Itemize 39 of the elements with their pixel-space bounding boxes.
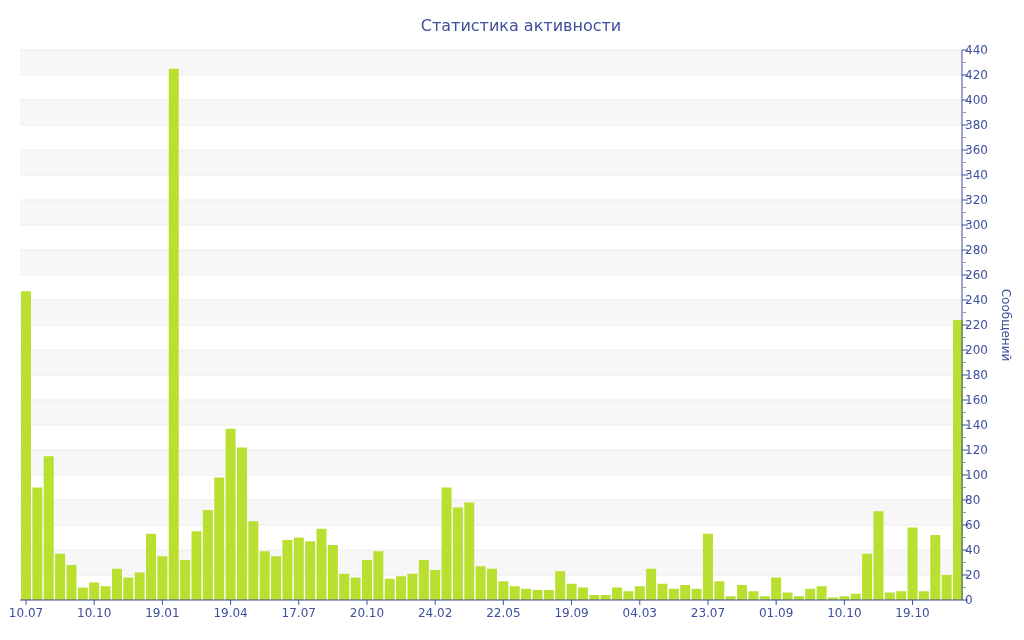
- x-tick-label: 23.07: [690, 606, 726, 620]
- y-tick-label: 380: [965, 118, 988, 132]
- y-tick-label: 40: [965, 543, 981, 557]
- y-tick-label: 260: [965, 268, 988, 282]
- x-tick-label: 10.07: [8, 606, 44, 620]
- x-tick-label: 17.07: [281, 606, 316, 620]
- y-tick-label: 100: [965, 468, 988, 482]
- x-tick-label: 10.10: [827, 606, 862, 620]
- y-tick-label: 220: [965, 318, 988, 332]
- y-tick-label: 80: [965, 493, 981, 507]
- y-tick-label: 420: [965, 68, 988, 82]
- y-tick-label: 20: [965, 568, 981, 582]
- y-tick-label: 160: [965, 393, 988, 407]
- y-tick-label: 140: [965, 418, 988, 432]
- y-tick-label: 400: [965, 93, 988, 107]
- y-tick-label: 280: [965, 243, 988, 257]
- y-tick-label: 440: [965, 43, 988, 57]
- y-tick-label: 120: [965, 443, 988, 457]
- x-tick-label: 22.05: [486, 606, 521, 620]
- x-tick-label: 04.03: [622, 606, 657, 620]
- x-tick-label: 19.10: [895, 606, 930, 620]
- y-tick-label: 300: [965, 218, 988, 232]
- y-tick-label: 320: [965, 193, 988, 207]
- y-tick-label: 360: [965, 143, 988, 157]
- x-tick-label: 24.02: [417, 606, 453, 620]
- y-tick-label: 0: [965, 593, 973, 607]
- x-tick-label: 19.04: [213, 606, 248, 620]
- y-tick-label: 180: [965, 368, 988, 382]
- x-tick-label: 20.10: [349, 606, 385, 620]
- chart-title: Статистика активности: [420, 16, 622, 35]
- x-tick-label: 01.09: [758, 606, 794, 620]
- y-tick-label: 200: [965, 343, 988, 357]
- y-tick-label: 60: [965, 518, 981, 532]
- y-tick-label: 240: [965, 293, 988, 307]
- y-tick-label: 340: [965, 168, 988, 182]
- x-tick-label: 10.10: [77, 606, 112, 620]
- x-tick-label: 19.01: [145, 606, 180, 620]
- x-tick-label: 19.09: [554, 606, 589, 620]
- y-axis-title: Сообщений: [999, 288, 1013, 362]
